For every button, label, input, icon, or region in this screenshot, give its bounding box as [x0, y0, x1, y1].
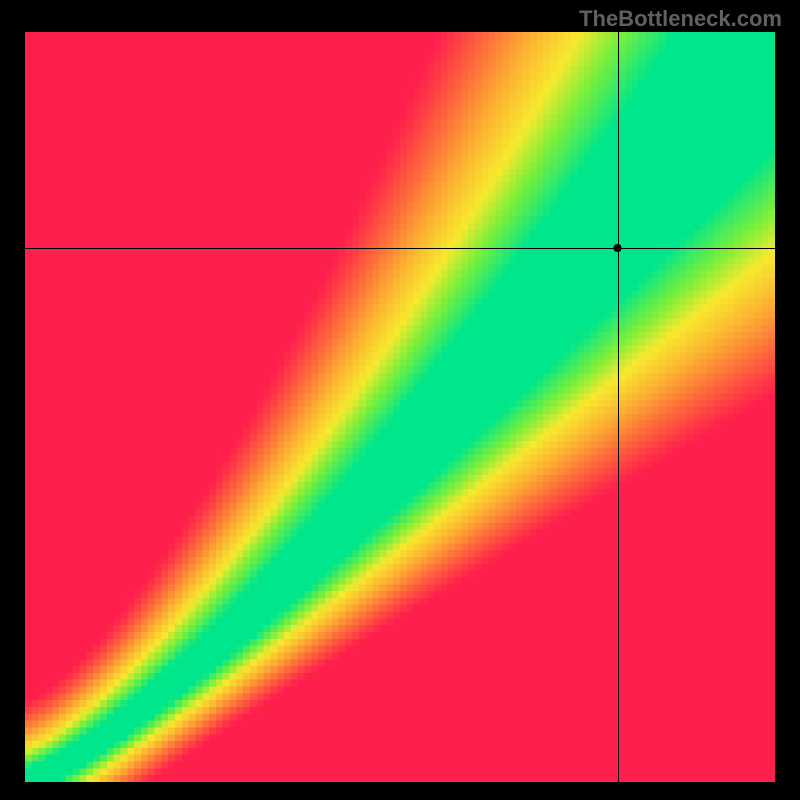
- chart-container: TheBottleneck.com: [0, 0, 800, 800]
- crosshair-overlay: [0, 0, 800, 800]
- watermark-text: TheBottleneck.com: [579, 6, 782, 32]
